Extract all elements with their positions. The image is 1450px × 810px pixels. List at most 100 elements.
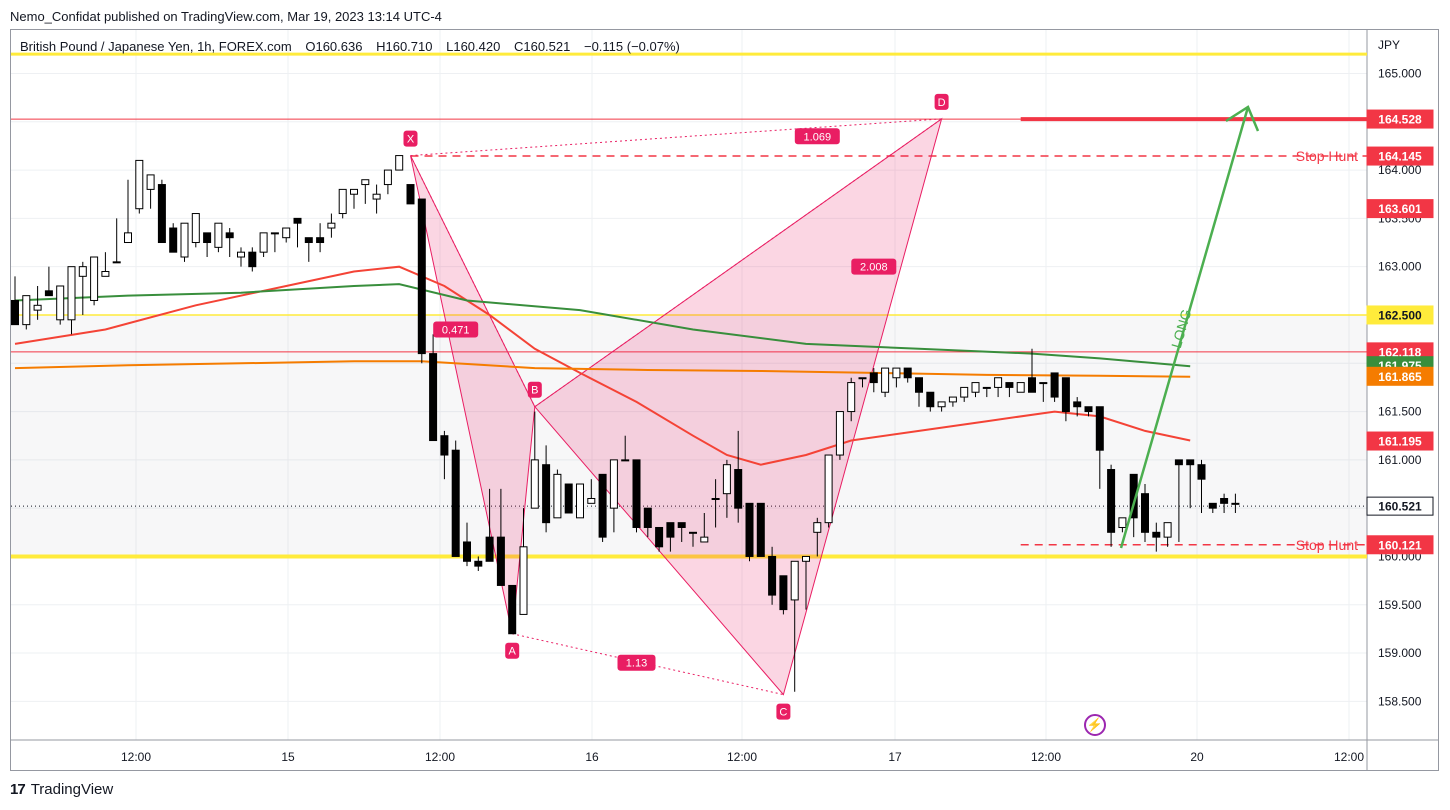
candle-body	[643, 507, 652, 528]
candle-body	[169, 227, 178, 253]
high-value: 160.710	[385, 39, 433, 54]
candle-body	[191, 213, 200, 244]
open-label: O	[305, 39, 316, 54]
price-axis-badge-label: 162.500	[1378, 308, 1422, 322]
candle-body	[157, 184, 166, 244]
candle-body	[338, 188, 347, 215]
candle-body	[847, 382, 856, 413]
price-axis-badge-label: 160.121	[1378, 538, 1422, 552]
candle-body	[1174, 459, 1183, 466]
candle-body	[90, 256, 99, 301]
candle-body	[869, 372, 878, 384]
candle-body	[22, 295, 31, 326]
candle-body	[496, 536, 505, 586]
candle-body	[564, 483, 573, 514]
pattern-point-label: B	[531, 385, 538, 397]
open-value: 160.636	[315, 39, 363, 54]
price-axis-badge-label: 161.195	[1378, 435, 1422, 449]
pattern-bd-line	[534, 118, 942, 408]
candle-body	[248, 251, 257, 268]
price-axis-badge-label: 161.865	[1378, 370, 1422, 384]
publisher-line: Nemo_Confidat published on TradingView.c…	[10, 9, 442, 24]
candle-body	[530, 459, 539, 509]
candle-body	[915, 377, 923, 393]
candle-body	[835, 411, 844, 456]
x-tick-label: 12:00	[121, 750, 151, 764]
ohlc-legend: British Pound / Japanese Yen, 1h, FOREX.…	[20, 39, 680, 54]
candle-body	[1220, 498, 1229, 504]
x-tick-label: 12:00	[727, 750, 757, 764]
lightning-icon[interactable]: ⚡	[1084, 714, 1106, 736]
y-tick-label: 159.000	[1378, 646, 1422, 660]
candle-body	[1005, 382, 1014, 388]
tradingview-logo-icon[interactable]: 17	[10, 781, 26, 798]
price-axis-badge-label: 162.118	[1379, 345, 1422, 359]
x-tick-label: 16	[585, 750, 599, 764]
candle-body	[406, 184, 415, 205]
candle-body	[485, 536, 494, 562]
price-axis-badge	[1366, 496, 1434, 516]
candle-body	[395, 155, 404, 171]
candle-body	[350, 188, 358, 195]
candle-body	[451, 449, 460, 557]
price-axis-badge	[1366, 109, 1434, 129]
candle-body	[779, 575, 788, 611]
candle-body	[327, 222, 336, 229]
y-tick-label: 159.500	[1378, 598, 1422, 612]
candle-body	[1163, 522, 1172, 538]
candle-body	[440, 435, 449, 456]
price-axis-badge-label: 160.521	[1378, 500, 1422, 514]
candle-body	[293, 217, 302, 224]
candle-body	[666, 522, 675, 538]
ratio-label: 2.008	[860, 262, 888, 274]
symbol-name[interactable]: British Pound / Japanese Yen, 1h, FOREX.…	[20, 39, 292, 54]
candle-body	[903, 367, 912, 379]
candle-body	[609, 459, 618, 509]
candle-body	[56, 285, 65, 321]
candle-body	[892, 367, 901, 379]
long-arrow-head	[1225, 105, 1260, 132]
candle-body	[722, 464, 731, 495]
candle-body	[146, 174, 155, 190]
change-value: −0.115 (−0.07%)	[583, 39, 680, 54]
currency-label: JPY	[1378, 38, 1400, 52]
ratio-label: 0.471	[442, 324, 470, 336]
candle-body	[11, 299, 19, 326]
price-axis-badge	[1366, 146, 1434, 166]
close-label: C	[513, 39, 524, 54]
candle-body	[994, 377, 1003, 388]
candle-body	[711, 498, 720, 501]
candle-body	[112, 261, 121, 264]
candle-body	[971, 382, 980, 393]
candle-body	[1095, 406, 1104, 451]
stop-hunt-bottom-label: Stop Hunt	[1296, 537, 1358, 553]
price-axis-badge-label: 164.145	[1378, 150, 1422, 164]
candle-body	[937, 401, 946, 408]
candle-body	[1152, 531, 1161, 538]
moving-average-line	[14, 360, 1191, 378]
candle-body	[1016, 382, 1025, 393]
candle-body	[926, 391, 935, 408]
candle-body	[1084, 406, 1093, 413]
x-tick-label: 15	[281, 750, 295, 764]
pattern-point-badge	[403, 130, 418, 147]
footer: 17 TradingView	[10, 781, 113, 798]
candle-body	[44, 290, 53, 297]
candle-body	[361, 179, 370, 186]
brand-name[interactable]: TradingView	[30, 781, 114, 798]
candle-body	[282, 227, 291, 239]
y-tick-label: 161.000	[1378, 453, 1422, 467]
candle-body	[587, 498, 596, 504]
y-tick-label: 163.000	[1378, 260, 1422, 274]
candle-body	[632, 459, 641, 528]
price-axis-badge	[1366, 431, 1434, 451]
ratio-badge	[851, 258, 897, 275]
candle-body	[881, 367, 890, 393]
candle-body	[1118, 517, 1127, 528]
candle-body	[960, 386, 969, 398]
candle-body	[677, 522, 686, 528]
candle-body	[700, 536, 709, 543]
candle-body	[745, 502, 754, 557]
price-axis-badge-label: 163.601	[1378, 202, 1422, 216]
